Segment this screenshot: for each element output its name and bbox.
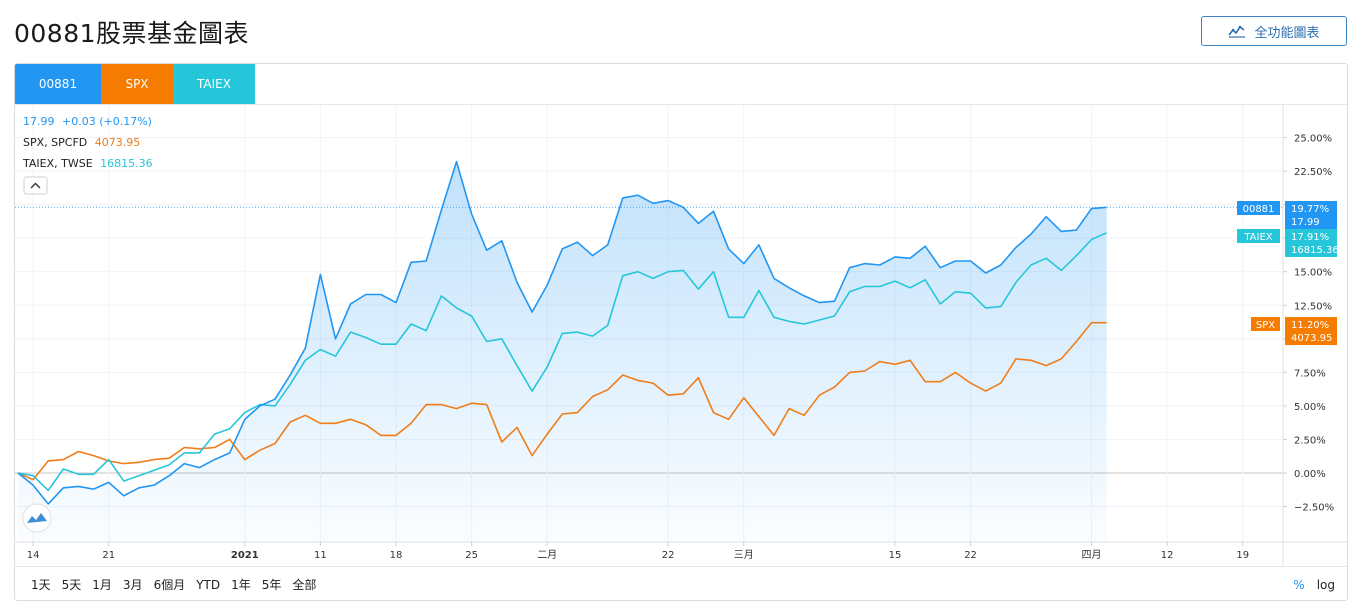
x-tick-label: 二月: [537, 549, 557, 561]
x-tick-label: 2021: [231, 550, 259, 561]
comparison-chart[interactable]: 25.00%22.50%20.00%17.50%15.00%12.50%10.0…: [15, 64, 1348, 566]
legend-collapse-button[interactable]: [23, 176, 48, 195]
y-tick-label: −2.50%: [1294, 503, 1334, 514]
log-scale-toggle[interactable]: log: [1316, 578, 1335, 592]
chevron-up-icon: [30, 182, 41, 189]
x-tick-label: 11: [314, 550, 327, 561]
value-badge-price: 16815.36: [1291, 245, 1339, 256]
y-tick-label: 5.00%: [1294, 402, 1326, 413]
percent-scale-toggle[interactable]: %: [1293, 578, 1305, 592]
symbol-tag-label: 00881: [1243, 204, 1275, 215]
symbol-tag: [1251, 317, 1280, 331]
legend-taiex-name: TAIEX, TWSE: [22, 157, 93, 170]
last-label-00881: 00881 19.77% 17.99: [1237, 201, 1337, 229]
tab-00881[interactable]: 00881: [15, 64, 101, 104]
range-3m[interactable]: 3月: [122, 578, 143, 592]
x-tick-label: 22: [662, 550, 675, 561]
x-tick-label: 25: [465, 550, 478, 561]
chart-logo[interactable]: [22, 503, 52, 533]
legend-main-change: +0.03 (+0.17%): [62, 115, 152, 128]
value-badge: [1285, 317, 1337, 345]
x-tick-label: 14: [27, 550, 40, 561]
last-value-labels: 00881 19.77% 17.99 TAIEX 17.91% 16815.36 SPX 11…: [1237, 201, 1339, 345]
area-fill: [18, 161, 1107, 542]
value-badge-pct: 19.77%: [1291, 204, 1329, 215]
legend-main-value: 17.99: [23, 115, 55, 128]
y-tick-label: 15.00%: [1294, 268, 1332, 279]
chart-line-icon: [1228, 25, 1246, 38]
tab-taiex[interactable]: TAIEX: [173, 64, 255, 104]
range-5d[interactable]: 5天: [61, 578, 82, 592]
y-tick-label: 7.50%: [1294, 368, 1326, 379]
value-badge: [1285, 201, 1337, 229]
x-tick-label: 12: [1161, 550, 1174, 561]
scale-toggles: % log: [1293, 567, 1335, 600]
value-badge-pct: 17.91%: [1291, 232, 1329, 243]
series-line-taiex[interactable]: [17, 232, 1107, 492]
y-tick-label: 0.00%: [1294, 469, 1326, 480]
x-tick-label: 21: [102, 550, 115, 561]
range-bar: 1天 5天 1月 3月 6個月 YTD 1年 5年 全部 % log: [15, 566, 1347, 600]
full-chart-button[interactable]: 全功能圖表: [1201, 16, 1347, 46]
series-line-00881[interactable]: [17, 160, 1107, 505]
chart-container: 00881 SPX TAIEX 25.00%22.50%20.00%17.50%…: [14, 63, 1348, 601]
legend-spx-value: 4073.95: [95, 136, 141, 149]
full-chart-label: 全功能圖表: [1254, 25, 1320, 41]
y-tick-label: 25.00%: [1294, 134, 1332, 145]
legend-spx-name: SPX, SPCFD: [23, 136, 87, 149]
x-tick-label: 四月: [1082, 549, 1102, 561]
tab-spx[interactable]: SPX: [101, 64, 173, 104]
page-title: 00881股票基金圖表: [14, 19, 250, 48]
range-1m[interactable]: 1月: [92, 578, 112, 592]
legend-taiex-value: 16815.36: [100, 157, 153, 170]
x-axis: 14 21 2021 11 18 25 二月 22 三月 15 22 四月 12 19: [15, 541, 1347, 561]
range-6m[interactable]: 6個月: [153, 578, 186, 592]
range-1y[interactable]: 1年: [231, 578, 251, 592]
series-00881-area: [18, 161, 1107, 542]
x-tick-label: 22: [964, 550, 977, 561]
tabs-divider: [15, 104, 1347, 105]
x-tick-label: 15: [889, 550, 902, 561]
x-tick-label: 18: [390, 550, 403, 561]
legend-taiex: TAIEX, TWSE 16815.36: [22, 157, 153, 170]
y-tick-label: 2.50%: [1294, 435, 1326, 446]
y-tick-label: 22.50%: [1294, 167, 1332, 178]
last-label-taiex: TAIEX 17.91% 16815.36: [1237, 229, 1339, 257]
symbol-tag-label: SPX: [1256, 320, 1275, 331]
value-badge-pct: 11.20%: [1291, 320, 1329, 331]
logo-icon: [27, 513, 47, 523]
range-1d[interactable]: 1天: [31, 578, 51, 592]
value-badge-price: 17.99: [1291, 217, 1320, 228]
series-line-spx[interactable]: [17, 321, 1107, 481]
series-lines: [17, 160, 1107, 505]
symbol-tag: [1237, 229, 1280, 243]
range-all[interactable]: 全部: [292, 578, 317, 592]
legend-main: 17.99 +0.03 (+0.17%): [23, 115, 152, 128]
x-tick-label: 19: [1236, 550, 1249, 561]
legend-spx: SPX, SPCFD 4073.95: [23, 136, 140, 149]
y-tick-label: 12.50%: [1294, 301, 1332, 312]
range-5y[interactable]: 5年: [261, 578, 282, 592]
last-label-spx: SPX 11.20% 4073.95: [1251, 317, 1337, 345]
value-badge-price: 4073.95: [1291, 333, 1332, 344]
range-ytd[interactable]: YTD: [196, 577, 221, 592]
value-badge: [1285, 229, 1337, 257]
symbol-tag-label: TAIEX: [1243, 232, 1272, 243]
x-tick-label: 三月: [734, 549, 754, 561]
symbol-tabs: 00881 SPX TAIEX: [15, 64, 255, 104]
symbol-tag: [1237, 201, 1280, 215]
